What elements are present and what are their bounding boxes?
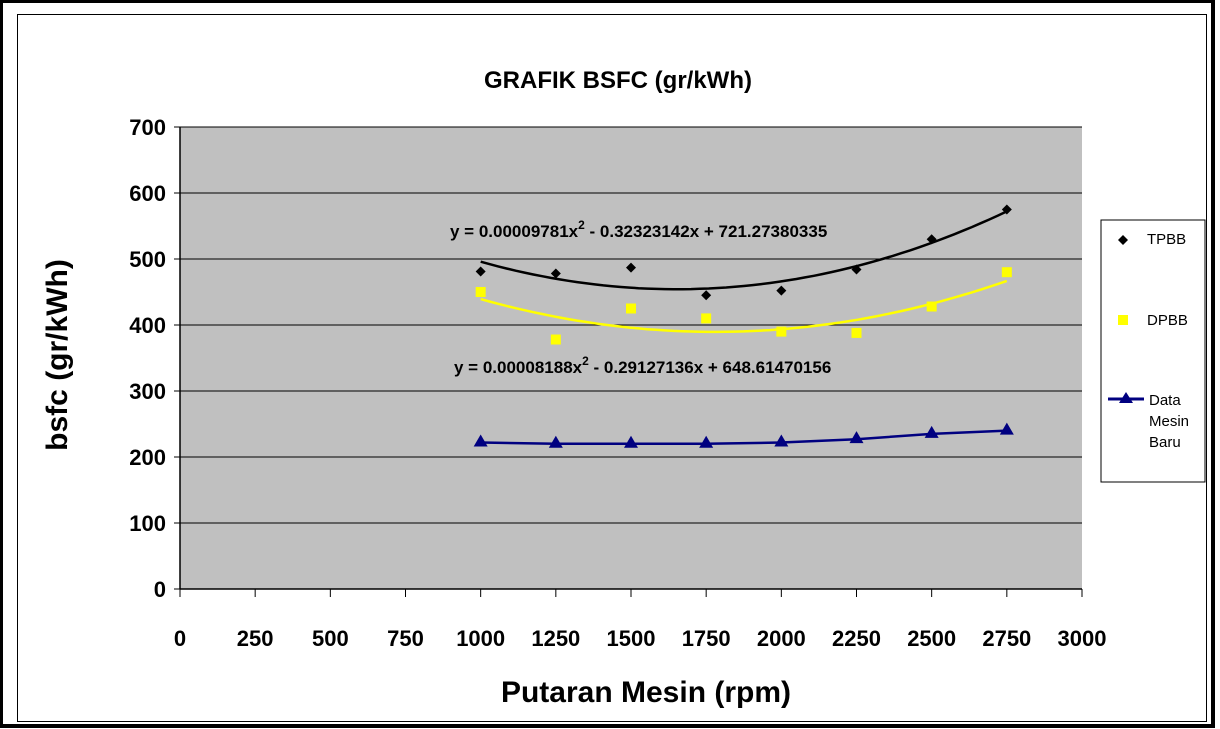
- legend: TPBB DPBB Data Mesin Baru: [1100, 219, 1206, 483]
- x-tick-label-1500: 1500: [607, 626, 656, 651]
- dpbb-trendline-equation: y = 0.00008188x2 - 0.29127136x + 648.614…: [454, 354, 831, 377]
- point-dpbb-2750: [1001, 267, 1012, 278]
- y-tick-label-0: 0: [154, 577, 166, 602]
- point-tpbb-2500: [926, 234, 937, 245]
- trendline-tpbb: [480, 210, 1008, 291]
- point-dpbb-1000: [475, 287, 486, 297]
- point-dpbb-2500: [926, 301, 937, 312]
- legend-label-dpbb: DPBB: [1147, 312, 1188, 329]
- point-data-mesin-baru-2500: [924, 425, 939, 438]
- y-tick-label-100: 100: [129, 511, 166, 536]
- x-tick-label-2750: 2750: [982, 626, 1031, 651]
- point-tpbb-1500: [626, 262, 636, 273]
- y-tick-label-300: 300: [129, 379, 166, 404]
- legend-label-data-mesin-baru: Data Mesin Baru: [1149, 392, 1189, 451]
- x-tick-label-1000: 1000: [456, 626, 505, 651]
- x-tick-label-2500: 2500: [907, 626, 956, 651]
- point-tpbb-1750: [701, 290, 712, 301]
- point-data-mesin-baru-2000: [774, 434, 789, 447]
- chart-area: GRAFIK BSFC (gr/kWh) 0 100 200 300 400 500 600…: [17, 14, 1207, 722]
- x-tick-label-3000: 3000: [1058, 626, 1107, 651]
- point-tpbb-2000: [776, 285, 787, 296]
- x-tick-label-2000: 2000: [757, 626, 806, 651]
- x-tick-label-250: 250: [237, 626, 274, 651]
- point-dpbb-2250: [851, 327, 862, 338]
- series-line-data-mesin-baru: [480, 429, 1007, 446]
- point-dpbb-1500: [626, 303, 636, 314]
- x-tick-label-1750: 1750: [682, 626, 731, 651]
- point-tpbb-1250: [550, 268, 561, 279]
- legend-box: [1100, 219, 1206, 483]
- x-tick-label-2250: 2250: [832, 626, 881, 651]
- tpbb-trendline-equation: y = 0.00009781x2 - 0.32323142x + 721.273…: [450, 218, 827, 241]
- point-data-mesin-baru-1750: [699, 435, 714, 448]
- y-tick-label-500: 500: [129, 247, 166, 272]
- point-data-mesin-baru-1000: [473, 434, 488, 447]
- point-data-mesin-baru-1250: [548, 435, 563, 448]
- x-axis-title: Putaran Mesin (rpm): [501, 676, 791, 709]
- y-tick-label-700: 700: [129, 115, 166, 140]
- point-data-mesin-baru-2250: [849, 431, 864, 444]
- point-tpbb-1000: [475, 266, 486, 277]
- chart-title: GRAFIK BSFC (gr/kWh): [484, 67, 752, 94]
- legend-label-tpbb: TPBB: [1147, 231, 1186, 248]
- x-tick-label-1250: 1250: [531, 626, 580, 651]
- point-tpbb-2250: [851, 264, 862, 275]
- trendline-dpbb: [480, 279, 1008, 334]
- point-data-mesin-baru-2750: [999, 422, 1014, 435]
- legend-marker-tpbb: [1118, 235, 1128, 245]
- x-tick-label-750: 750: [387, 626, 424, 651]
- y-axis-title: bsfc (gr/kWh): [41, 259, 74, 451]
- x-tick-label-0: 0: [174, 626, 186, 651]
- plot-layer: 0 100 200 300 400 500 600 700 0 250 500 750 1000 1250…: [129, 115, 1106, 651]
- point-dpbb-2000: [776, 326, 787, 337]
- x-tick-label-500: 500: [312, 626, 349, 651]
- plot-background: [180, 127, 1082, 589]
- point-data-mesin-baru-1500: [624, 435, 638, 448]
- y-tick-label-400: 400: [129, 313, 166, 338]
- point-dpbb-1750: [701, 313, 712, 324]
- y-tick-label-200: 200: [129, 445, 166, 470]
- point-tpbb-2750: [1001, 204, 1012, 215]
- legend-marker-data-mesin-baru: [1119, 392, 1133, 403]
- bsfc-chart: GRAFIK BSFC (gr/kWh) 0 100 200 300 400 500 600…: [41, 67, 1206, 709]
- point-dpbb-1250: [550, 334, 561, 345]
- y-tick-label-600: 600: [129, 181, 166, 206]
- legend-marker-dpbb: [1118, 315, 1128, 325]
